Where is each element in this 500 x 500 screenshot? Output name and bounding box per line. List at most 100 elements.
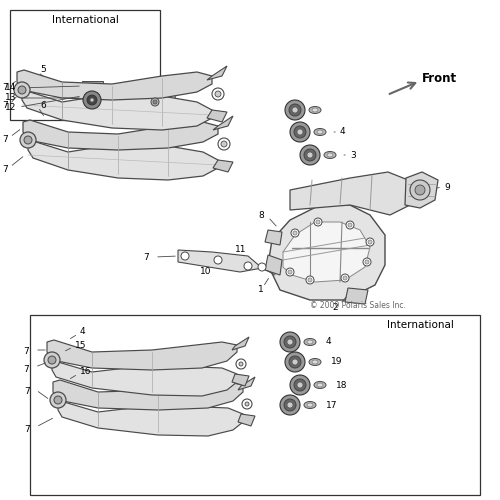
Polygon shape	[232, 337, 249, 350]
Text: 4: 4	[326, 338, 332, 346]
Ellipse shape	[304, 402, 316, 408]
Circle shape	[410, 180, 430, 200]
Ellipse shape	[309, 106, 321, 114]
Polygon shape	[213, 116, 233, 130]
Circle shape	[297, 382, 303, 388]
Polygon shape	[268, 205, 385, 300]
Text: 7: 7	[23, 364, 29, 374]
Ellipse shape	[307, 340, 313, 344]
Circle shape	[287, 339, 293, 345]
Circle shape	[244, 262, 252, 270]
Circle shape	[365, 260, 369, 264]
Text: 7: 7	[143, 252, 149, 262]
Circle shape	[291, 229, 299, 237]
Circle shape	[288, 270, 292, 274]
Circle shape	[292, 359, 298, 365]
Text: 7: 7	[24, 424, 30, 434]
Polygon shape	[52, 362, 237, 396]
Polygon shape	[265, 255, 282, 275]
Ellipse shape	[314, 128, 326, 136]
Circle shape	[341, 274, 349, 282]
Circle shape	[90, 98, 94, 102]
Text: 7: 7	[2, 136, 8, 144]
Ellipse shape	[317, 383, 323, 387]
Text: 3: 3	[350, 150, 356, 160]
Circle shape	[54, 396, 62, 404]
Circle shape	[366, 238, 374, 246]
Circle shape	[215, 91, 221, 97]
Circle shape	[48, 356, 56, 364]
Polygon shape	[207, 110, 227, 122]
Circle shape	[239, 362, 243, 366]
Circle shape	[287, 402, 293, 408]
Circle shape	[151, 98, 159, 106]
Circle shape	[289, 104, 301, 116]
Circle shape	[236, 359, 246, 369]
Circle shape	[44, 352, 60, 368]
Circle shape	[221, 141, 227, 147]
Polygon shape	[148, 92, 170, 117]
Circle shape	[50, 392, 66, 408]
Polygon shape	[23, 120, 218, 150]
Circle shape	[304, 149, 316, 161]
Text: 2: 2	[332, 302, 338, 312]
Text: 7: 7	[2, 100, 8, 110]
Text: 17: 17	[326, 400, 338, 409]
Ellipse shape	[312, 108, 318, 112]
Text: © 2009 Polaris Sales Inc.: © 2009 Polaris Sales Inc.	[310, 300, 406, 310]
Text: 10: 10	[200, 268, 211, 276]
Text: 4: 4	[80, 328, 86, 336]
Text: 15: 15	[75, 340, 86, 349]
Polygon shape	[283, 222, 370, 282]
Circle shape	[286, 268, 294, 276]
Circle shape	[300, 145, 320, 165]
Polygon shape	[53, 380, 243, 410]
Circle shape	[314, 218, 322, 226]
Circle shape	[290, 122, 310, 142]
Circle shape	[308, 278, 312, 282]
Text: Front: Front	[422, 72, 457, 85]
Polygon shape	[178, 250, 262, 272]
Circle shape	[83, 91, 101, 109]
Circle shape	[294, 379, 306, 391]
Circle shape	[415, 185, 425, 195]
Circle shape	[343, 276, 347, 280]
Circle shape	[348, 223, 352, 227]
Polygon shape	[28, 142, 218, 180]
Polygon shape	[58, 402, 243, 436]
Text: 4: 4	[340, 128, 345, 136]
Circle shape	[212, 88, 224, 100]
Polygon shape	[265, 230, 282, 245]
Text: 16: 16	[80, 368, 92, 376]
Circle shape	[297, 129, 303, 135]
Circle shape	[18, 86, 26, 94]
Circle shape	[294, 126, 306, 138]
Polygon shape	[213, 160, 233, 172]
Text: 13: 13	[5, 94, 16, 102]
Circle shape	[87, 95, 97, 105]
Ellipse shape	[307, 403, 313, 407]
Polygon shape	[82, 81, 103, 87]
Text: 7: 7	[23, 346, 29, 356]
Ellipse shape	[327, 153, 333, 157]
Circle shape	[14, 82, 30, 98]
Circle shape	[346, 221, 354, 229]
Polygon shape	[207, 66, 227, 80]
Polygon shape	[238, 414, 255, 426]
Bar	[30, 315, 480, 495]
Circle shape	[258, 263, 266, 271]
Circle shape	[245, 402, 249, 406]
Text: 8: 8	[258, 210, 264, 220]
Circle shape	[368, 240, 372, 244]
Text: 14: 14	[5, 84, 16, 92]
Circle shape	[289, 356, 301, 368]
Circle shape	[181, 252, 189, 260]
Circle shape	[284, 336, 296, 348]
Bar	[10, 10, 160, 120]
Circle shape	[363, 258, 371, 266]
Text: 12: 12	[5, 102, 16, 112]
Polygon shape	[140, 88, 178, 122]
Text: International: International	[386, 320, 454, 330]
Text: 5: 5	[40, 66, 46, 74]
Circle shape	[280, 332, 300, 352]
